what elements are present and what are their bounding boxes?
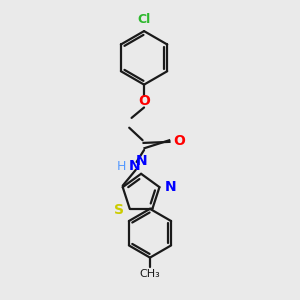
Text: N: N bbox=[129, 159, 141, 173]
Text: N: N bbox=[135, 154, 147, 168]
Text: Cl: Cl bbox=[137, 13, 151, 26]
Text: H: H bbox=[116, 160, 126, 173]
Text: O: O bbox=[173, 134, 185, 148]
Text: O: O bbox=[138, 94, 150, 108]
Text: CH₃: CH₃ bbox=[140, 269, 160, 279]
Text: S: S bbox=[114, 203, 124, 217]
Text: N: N bbox=[165, 180, 176, 194]
